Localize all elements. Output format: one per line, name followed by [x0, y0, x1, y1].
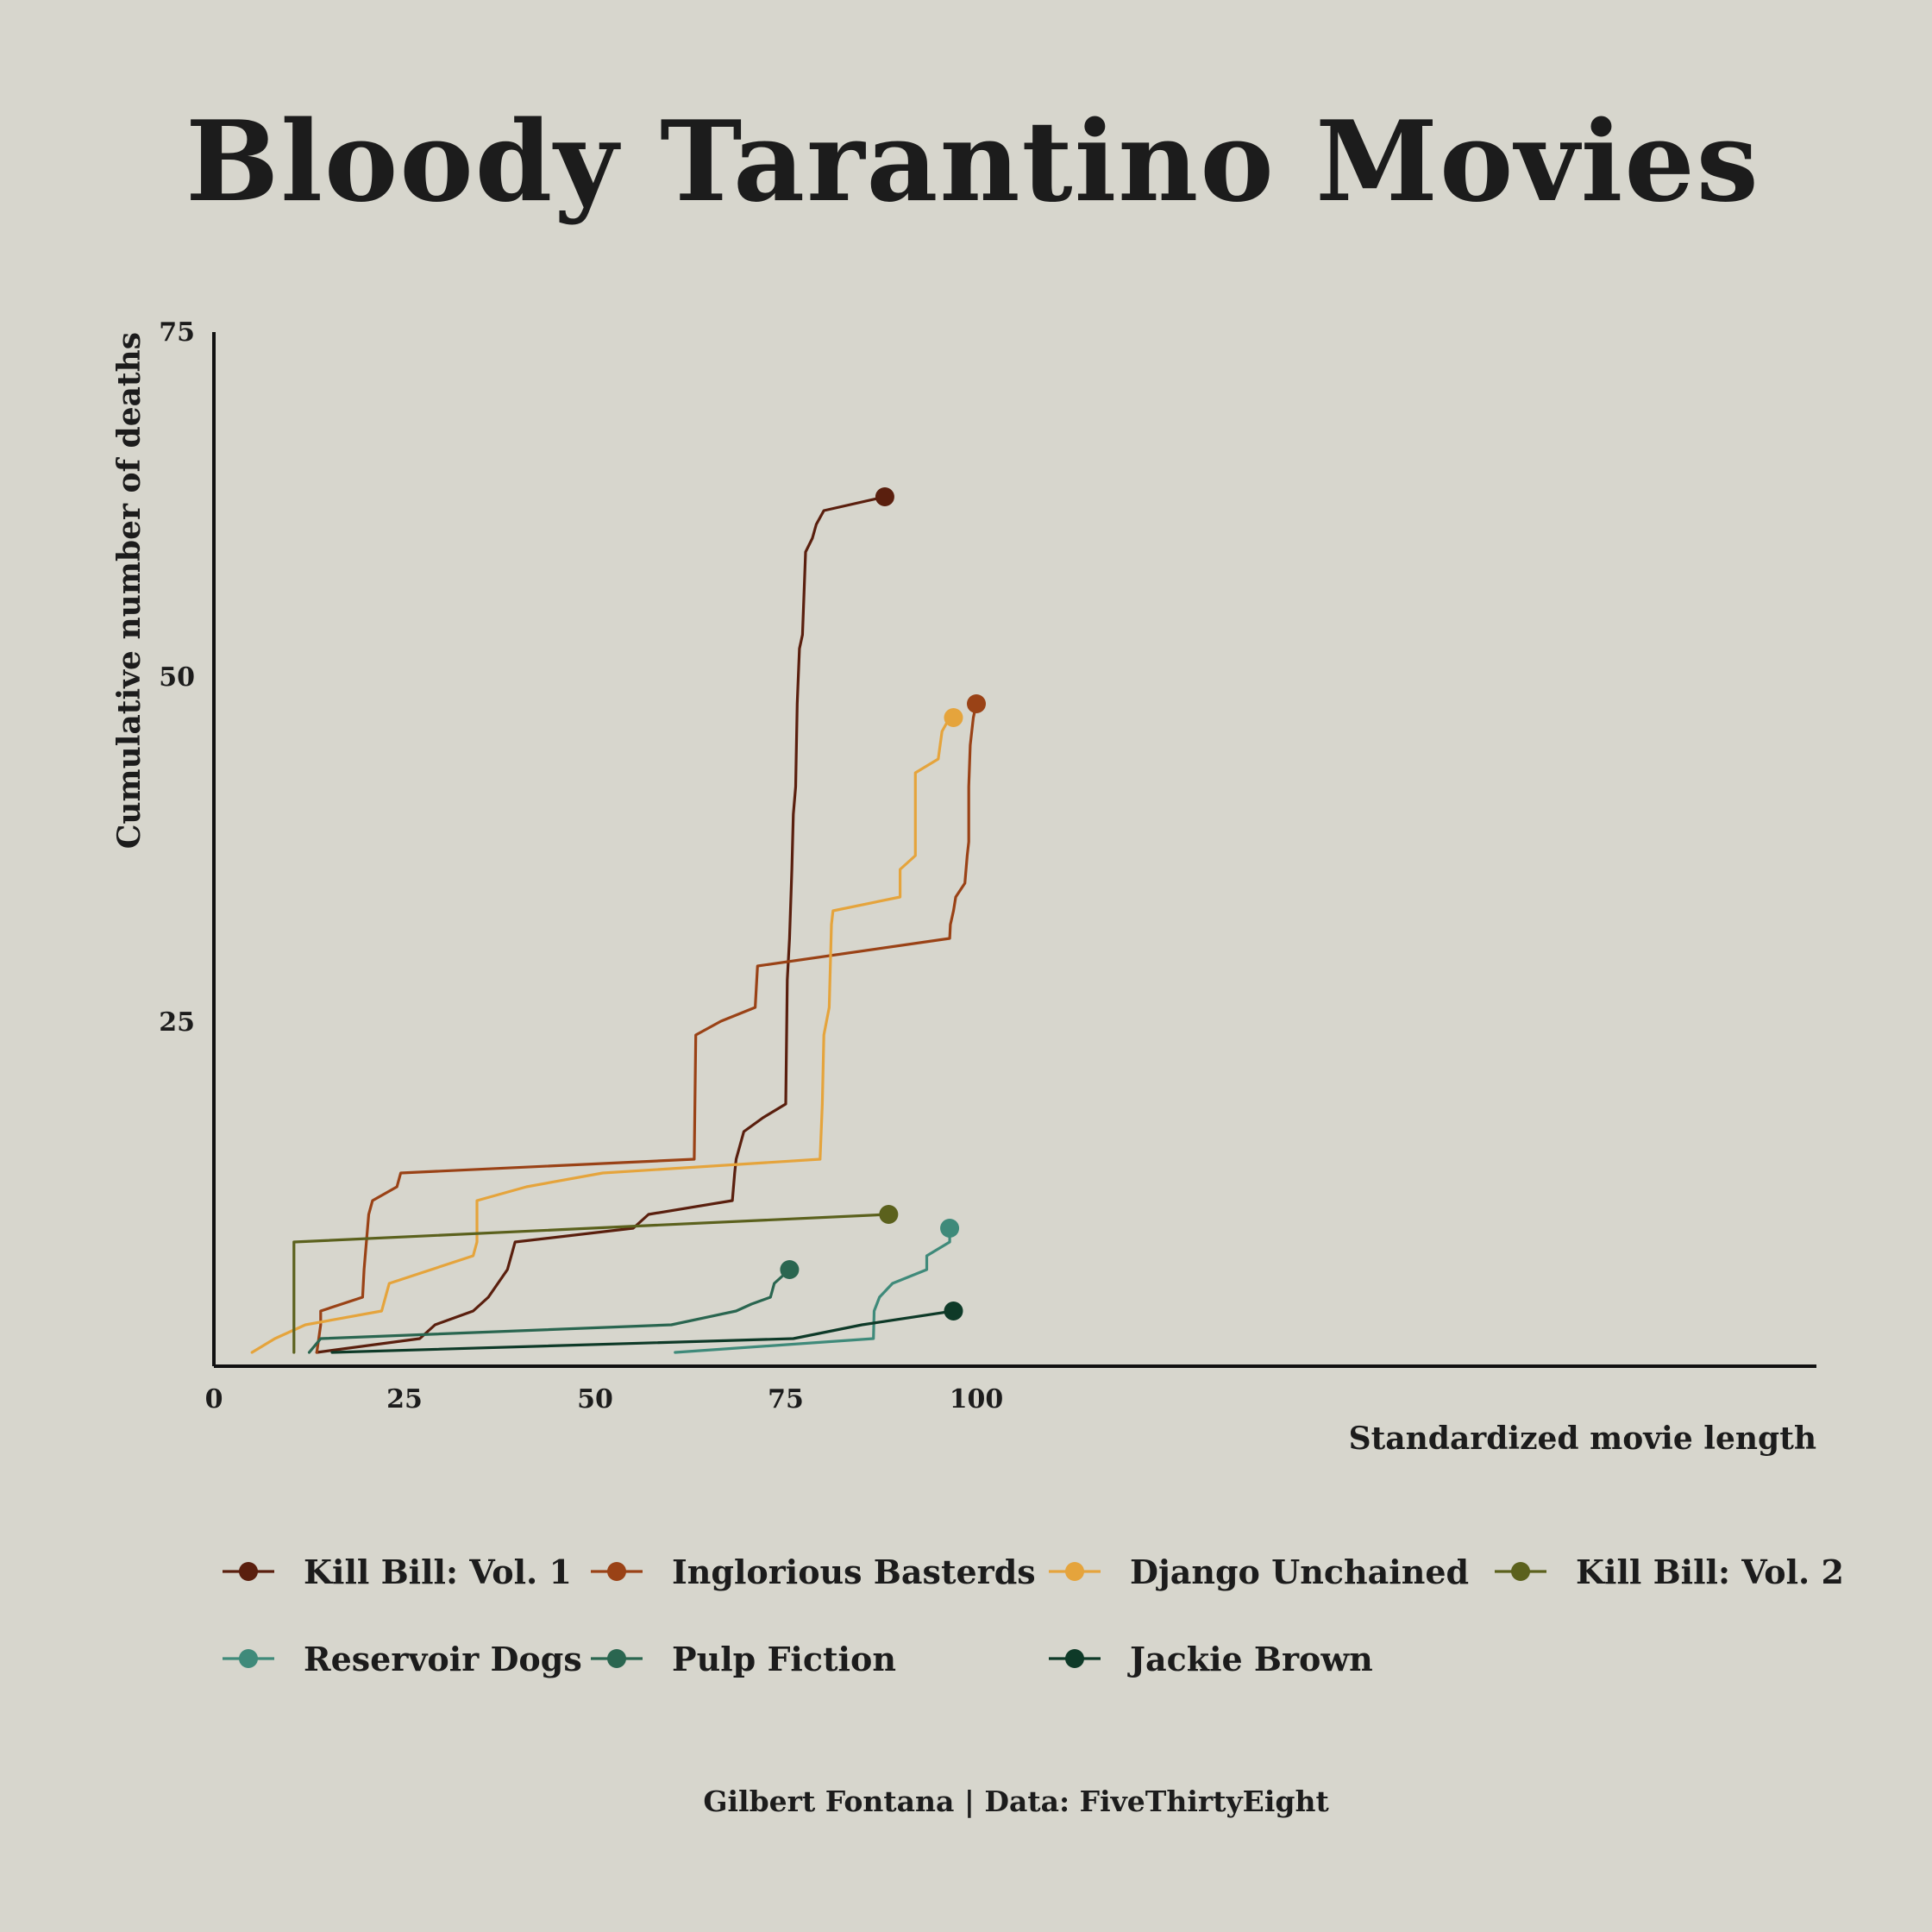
series-end-marker — [940, 1219, 960, 1238]
y-tick-labels: 25 50 75 — [159, 317, 195, 1038]
legend-label: Kill Bill: Vol. 2 — [1576, 1552, 1844, 1591]
x-tick-label: 25 — [386, 1384, 423, 1414]
legend-item: Jackie Brown — [1049, 1640, 1373, 1678]
legend-item: Kill Bill: Vol. 2 — [1495, 1552, 1844, 1591]
legend-swatch-marker — [1065, 1562, 1084, 1581]
series-line — [292, 1213, 890, 1354]
y-tick-label: 25 — [159, 1007, 195, 1038]
legend-label: Inglorious Basterds — [672, 1552, 1036, 1591]
legend-swatch-marker — [1065, 1649, 1084, 1668]
x-tick-label: 75 — [768, 1384, 804, 1414]
legend-label: Jackie Brown — [1127, 1640, 1373, 1678]
legend-item: Kill Bill: Vol. 1 — [223, 1552, 572, 1591]
legend-item: Pulp Fiction — [591, 1640, 896, 1678]
x-tick-label: 100 — [950, 1384, 1004, 1414]
legend-label: Pulp Fiction — [672, 1640, 896, 1678]
legend-item: Django Unchained — [1049, 1552, 1469, 1591]
series-lines — [250, 495, 978, 1354]
series-line — [315, 495, 887, 1354]
series-line — [330, 1309, 956, 1354]
legend-swatch-marker — [1511, 1562, 1530, 1581]
series-line — [674, 1226, 951, 1354]
legend-swatch-marker — [239, 1562, 258, 1581]
y-tick-label: 75 — [159, 317, 195, 348]
series-end-marker — [780, 1260, 800, 1279]
series-end-marker — [944, 1302, 963, 1320]
x-axis-label: Standardized movie length — [1349, 1421, 1816, 1457]
chart-title: Bloody Tarantino Movies — [185, 97, 1760, 227]
legend-swatch-marker — [607, 1649, 626, 1668]
series-end-marker — [967, 694, 986, 713]
axes — [212, 332, 1816, 1368]
legend-item: Inglorious Basterds — [591, 1552, 1036, 1591]
legend-swatch-marker — [607, 1562, 626, 1581]
x-tick-label: 50 — [577, 1384, 613, 1414]
x-tick-labels: 0 25 50 75 100 — [205, 1384, 1004, 1414]
x-tick-label: 0 — [205, 1384, 223, 1414]
series-line — [315, 702, 978, 1354]
legend-label: Reservoir Dogs — [304, 1640, 582, 1678]
legend-swatch-marker — [239, 1649, 258, 1668]
series-endpoints — [780, 487, 986, 1320]
series-line — [307, 1268, 792, 1354]
series-end-marker — [879, 1205, 899, 1224]
legend-item: Reservoir Dogs — [223, 1640, 582, 1678]
series-end-marker — [944, 708, 963, 727]
caption: Gilbert Fontana | Data: FiveThirtyEight — [703, 1785, 1329, 1818]
legend: Kill Bill: Vol. 1 Inglorious Basterds Djan… — [223, 1552, 1844, 1678]
legend-label: Django Unchained — [1130, 1552, 1469, 1591]
series-end-marker — [875, 487, 894, 506]
y-axis-label: Cumulative number of deaths — [111, 332, 147, 849]
y-tick-label: 50 — [159, 662, 195, 693]
series-line — [250, 716, 956, 1354]
legend-label: Kill Bill: Vol. 1 — [304, 1552, 572, 1591]
